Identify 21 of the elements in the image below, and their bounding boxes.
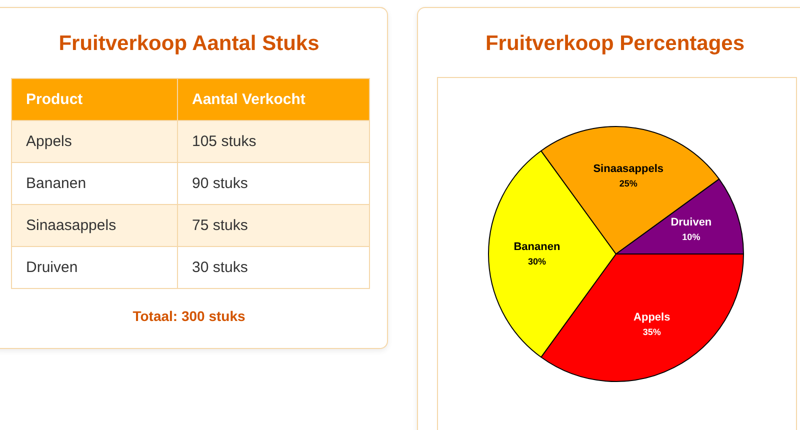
- slice-label: Sinaasappels: [593, 162, 664, 175]
- data-label: 105 stuks: [178, 120, 370, 162]
- chart-title: Fruitverkoop Percentages: [484, 32, 746, 56]
- slice-label: Druiven: [670, 216, 712, 229]
- data-label: 30 stuks: [178, 246, 370, 288]
- data-label: 25%: [619, 178, 638, 188]
- category-label: Sinaasappels: [12, 204, 178, 246]
- text: Fruitverkoop Aantal Stuks: [58, 32, 320, 56]
- text: Totaal: 300 stuks: [132, 308, 246, 324]
- category-label: Druiven: [12, 246, 178, 288]
- slice-label: Appels: [634, 311, 670, 324]
- data-label: 35%: [642, 326, 661, 337]
- text: Product: [12, 78, 178, 120]
- category-label: Bananen: [12, 162, 178, 204]
- slice-label: Bananen: [514, 241, 560, 254]
- text: Aantal Verkocht: [178, 78, 370, 120]
- category-label: Appels: [12, 120, 178, 162]
- data-label: 90 stuks: [178, 162, 370, 204]
- data-label: 30%: [528, 256, 546, 266]
- data-label: 75 stuks: [178, 204, 370, 246]
- data-label: 10%: [682, 232, 700, 242]
